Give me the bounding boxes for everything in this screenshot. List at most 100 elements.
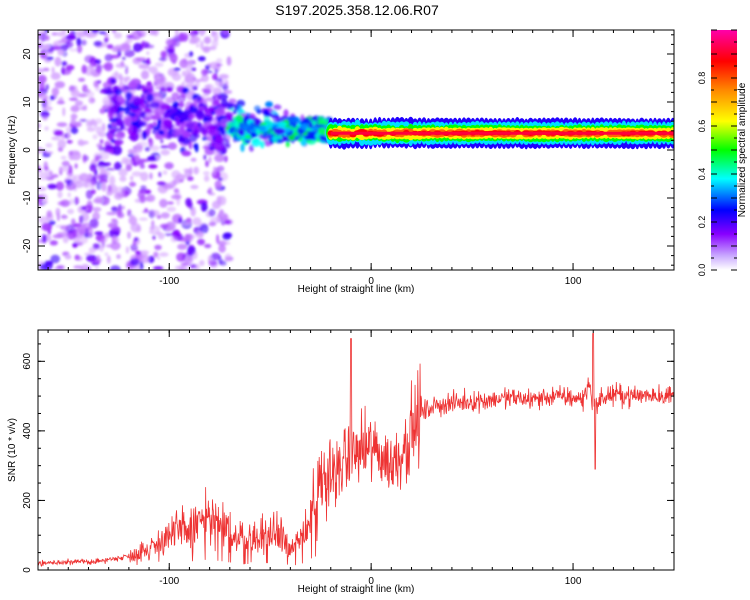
band-blob <box>114 88 123 96</box>
noise-blob <box>156 181 166 186</box>
noise-blob <box>135 250 142 255</box>
carrier-cluster-blob <box>250 132 258 138</box>
noise-blob <box>114 70 118 78</box>
noise-blob <box>203 171 210 176</box>
noise-blob <box>155 156 160 160</box>
noise-blob <box>93 168 97 176</box>
band-blob <box>177 136 185 143</box>
carrier-cluster-blob <box>306 131 315 138</box>
noise-blob <box>203 36 211 44</box>
noise-blob <box>44 126 49 131</box>
noise-blob <box>113 32 123 39</box>
noise-blob <box>166 206 177 212</box>
noise-blob <box>85 33 97 38</box>
carrier-cluster-blob <box>273 127 286 135</box>
band-blob <box>157 118 162 128</box>
band-blob <box>105 145 113 150</box>
noise-blob <box>91 262 100 266</box>
band-blob <box>236 105 243 115</box>
y-tick-label: -20 <box>22 238 33 253</box>
noise-blob <box>43 151 54 155</box>
band-blob <box>208 146 215 151</box>
noise-blob <box>164 162 174 170</box>
colorbar-tick-label: 0.8 <box>697 72 707 85</box>
carrier-cluster-blob <box>259 140 265 149</box>
noise-blob <box>57 49 65 56</box>
noise-blob <box>41 222 53 232</box>
noise-blob <box>125 164 132 172</box>
noise-blob <box>89 180 96 190</box>
band-blob <box>123 117 132 127</box>
band-blob <box>225 102 233 110</box>
noise-blob <box>60 155 67 160</box>
noise-blob <box>184 83 195 88</box>
noise-blob <box>72 242 78 248</box>
noise-blob <box>38 32 41 41</box>
noise-blob <box>214 154 225 163</box>
band-blob <box>139 98 145 107</box>
band-blob <box>172 101 179 109</box>
band-blob <box>265 101 273 108</box>
noise-blob <box>71 155 76 159</box>
noise-blob <box>204 84 211 90</box>
noise-blob <box>223 89 233 95</box>
noise-blob <box>110 241 121 251</box>
noise-blob <box>67 192 71 198</box>
carrier-cluster-blob <box>240 122 250 132</box>
band-blob <box>177 114 187 119</box>
noise-blob <box>125 246 129 254</box>
noise-blob <box>160 50 168 58</box>
band-blob <box>194 133 201 139</box>
noise-blob <box>125 65 129 75</box>
noise-blob <box>164 233 174 237</box>
noise-blob <box>94 231 104 235</box>
noise-blob <box>46 56 54 61</box>
band-blob <box>270 114 280 118</box>
noise-blob <box>66 139 73 144</box>
noise-blob <box>187 244 195 255</box>
noise-blob <box>81 212 90 222</box>
noise-blob <box>97 166 106 171</box>
noise-blob <box>128 216 138 226</box>
noise-blob <box>47 183 57 190</box>
noise-blob <box>146 51 150 55</box>
noise-blob <box>70 105 80 113</box>
noise-blob <box>94 59 101 64</box>
noise-blob <box>85 91 95 98</box>
noise-blob <box>144 189 152 195</box>
noise-blob <box>140 70 150 80</box>
noise-blob <box>57 191 63 199</box>
noise-blob <box>149 172 153 180</box>
noise-blob <box>188 59 192 68</box>
noise-blob <box>191 67 197 72</box>
band-blob <box>124 106 131 116</box>
y-tick-label: 20 <box>22 48 33 60</box>
noise-blob <box>106 44 114 49</box>
noise-blob <box>192 250 198 260</box>
carrier-cluster-blob <box>300 123 308 131</box>
noise-blob <box>183 78 192 84</box>
noise-blob <box>175 173 186 181</box>
noise-blob <box>116 254 121 260</box>
noise-blob <box>177 243 188 250</box>
band-blob <box>116 95 124 103</box>
noise-blob <box>148 230 154 234</box>
noise-blob <box>51 45 62 51</box>
band-blob <box>215 106 225 116</box>
noise-blob <box>76 37 82 46</box>
carrier-cluster-blob <box>226 121 237 127</box>
noise-blob <box>124 158 134 167</box>
carrier-cluster-blob <box>302 117 311 124</box>
carrier-cluster-blob <box>255 129 261 136</box>
x-tick-label: 0 <box>368 276 374 287</box>
carrier-cluster-blob <box>249 122 255 131</box>
snr-y-label: SNR (10 * v/v) <box>7 418 18 482</box>
band-blob <box>129 123 133 133</box>
noise-blob <box>118 168 128 177</box>
noise-blob <box>88 97 96 104</box>
noise-blob <box>77 139 85 146</box>
noise-blob <box>168 39 178 45</box>
noise-blob <box>178 217 183 224</box>
noise-blob <box>104 37 108 44</box>
x-tick-label: 100 <box>565 576 582 587</box>
